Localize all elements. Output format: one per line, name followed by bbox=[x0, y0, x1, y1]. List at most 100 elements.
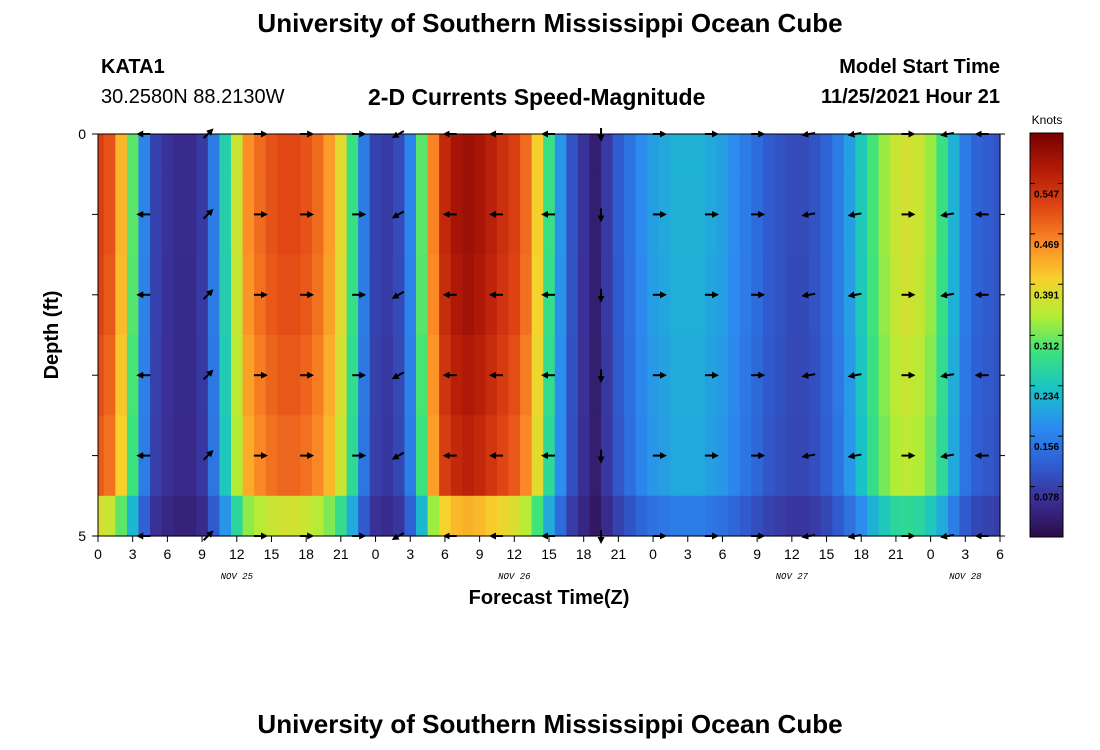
heatmap-cell bbox=[346, 134, 359, 175]
heatmap-cell bbox=[543, 495, 556, 537]
heatmap-cell bbox=[323, 335, 336, 416]
heatmap-cell bbox=[265, 415, 278, 497]
y-tick-label: 0 bbox=[78, 126, 86, 142]
heatmap-cell bbox=[300, 134, 313, 175]
colorbar-tick-label: 0.156 bbox=[1034, 442, 1059, 453]
heatmap-cell bbox=[531, 415, 544, 497]
heatmap-cell bbox=[358, 495, 371, 537]
heatmap-cell bbox=[832, 415, 845, 497]
heatmap-cell bbox=[161, 134, 174, 175]
heatmap-cell bbox=[728, 495, 741, 537]
heatmap-cell bbox=[404, 134, 417, 175]
heatmap-cell bbox=[913, 335, 926, 416]
heatmap-cell bbox=[103, 254, 116, 336]
heatmap-cell bbox=[601, 134, 614, 175]
heatmap-cell bbox=[566, 495, 579, 537]
current-vector bbox=[940, 452, 955, 460]
x-tick-label: 3 bbox=[684, 546, 692, 562]
current-vector bbox=[202, 289, 214, 300]
heatmap-cell bbox=[624, 134, 637, 175]
heatmap-cell bbox=[635, 415, 648, 497]
heatmap-cell bbox=[577, 174, 591, 256]
heatmap-cell bbox=[242, 495, 255, 537]
heatmap-cell bbox=[681, 134, 695, 175]
plot-title: 2-D Currents Speed-Magnitude bbox=[368, 84, 706, 110]
heatmap-cell bbox=[311, 174, 325, 256]
heatmap-cell bbox=[381, 415, 394, 497]
heatmap-cell bbox=[531, 134, 544, 175]
heatmap-cell bbox=[462, 335, 475, 416]
heatmap-cell bbox=[173, 495, 186, 537]
heatmap-cell bbox=[242, 134, 255, 175]
heatmap-cell bbox=[173, 335, 186, 416]
heatmap-cell bbox=[496, 335, 510, 416]
heatmap-cell bbox=[196, 495, 209, 537]
heatmap-cell bbox=[427, 174, 440, 256]
heatmap-cell bbox=[335, 335, 348, 416]
heatmap-cell bbox=[450, 254, 463, 336]
heatmap-cell bbox=[277, 174, 290, 256]
heatmap-cell bbox=[184, 335, 197, 416]
heatmap-cell bbox=[774, 134, 787, 175]
heatmap-cell bbox=[288, 495, 301, 537]
heatmap-cell bbox=[207, 174, 221, 256]
current-vector bbox=[801, 371, 816, 379]
heatmap-cell bbox=[219, 495, 232, 537]
heatmap-cell bbox=[855, 254, 868, 336]
heatmap-cell bbox=[878, 495, 891, 537]
heatmap-cell bbox=[739, 174, 752, 256]
x-tick-label: 3 bbox=[961, 546, 969, 562]
heatmap-cell bbox=[577, 134, 591, 175]
heatmap-cell bbox=[855, 335, 868, 416]
heatmap-cell bbox=[774, 415, 787, 497]
heatmap-cell bbox=[612, 335, 625, 416]
heatmap-cell bbox=[554, 335, 567, 416]
heatmap-cell bbox=[473, 174, 486, 256]
heatmap-cell bbox=[554, 415, 567, 497]
heatmap-cell bbox=[219, 335, 232, 416]
heatmap-cell bbox=[739, 134, 752, 175]
heatmap-cell bbox=[774, 335, 787, 416]
heatmap-cell bbox=[612, 134, 625, 175]
heatmap-cell bbox=[392, 134, 406, 175]
heatmap-cell bbox=[867, 335, 880, 416]
heatmap-cell bbox=[681, 174, 695, 256]
heatmap-cell bbox=[150, 335, 163, 416]
heatmap-cell bbox=[230, 495, 244, 537]
heatmap-cell bbox=[196, 174, 209, 256]
heatmap-cell bbox=[554, 174, 567, 256]
heatmap-cell bbox=[196, 415, 209, 497]
colorbar-tick-label: 0.234 bbox=[1034, 392, 1059, 403]
heatmap-cell bbox=[265, 254, 278, 336]
heatmap-cell bbox=[381, 134, 394, 175]
heatmap-cell bbox=[635, 134, 648, 175]
x-tick-label: 15 bbox=[819, 546, 835, 562]
heatmap-cell bbox=[959, 134, 972, 175]
heatmap-cell bbox=[843, 134, 857, 175]
heatmap-cell bbox=[98, 254, 105, 336]
colorbar-tick-label: 0.312 bbox=[1034, 341, 1059, 352]
current-vector bbox=[847, 291, 862, 299]
heatmap-cell bbox=[994, 174, 1001, 256]
heatmap-cell bbox=[855, 174, 868, 256]
heatmap-cell bbox=[277, 134, 290, 175]
heatmap-cell bbox=[381, 495, 394, 537]
x-tick-label: 12 bbox=[229, 546, 245, 562]
heatmap-cell bbox=[115, 415, 128, 497]
heatmap-cell bbox=[728, 134, 741, 175]
heatmap-cell bbox=[138, 495, 151, 537]
heatmap-cell bbox=[832, 254, 845, 336]
heatmap-cell bbox=[739, 415, 752, 497]
heatmap-cell bbox=[693, 134, 706, 175]
heatmap-cell bbox=[809, 134, 822, 175]
heatmap-cell bbox=[577, 335, 591, 416]
heatmap-cell bbox=[242, 174, 255, 256]
heatmap-cell bbox=[520, 495, 533, 537]
heatmap-cell bbox=[693, 174, 706, 256]
heatmap-cell bbox=[855, 495, 868, 537]
heatmap-cell bbox=[369, 335, 382, 416]
x-tick-label: 0 bbox=[649, 546, 657, 562]
heatmap-cell bbox=[566, 254, 579, 336]
heatmap-cell bbox=[566, 174, 579, 256]
heatmap-cell bbox=[115, 495, 128, 537]
